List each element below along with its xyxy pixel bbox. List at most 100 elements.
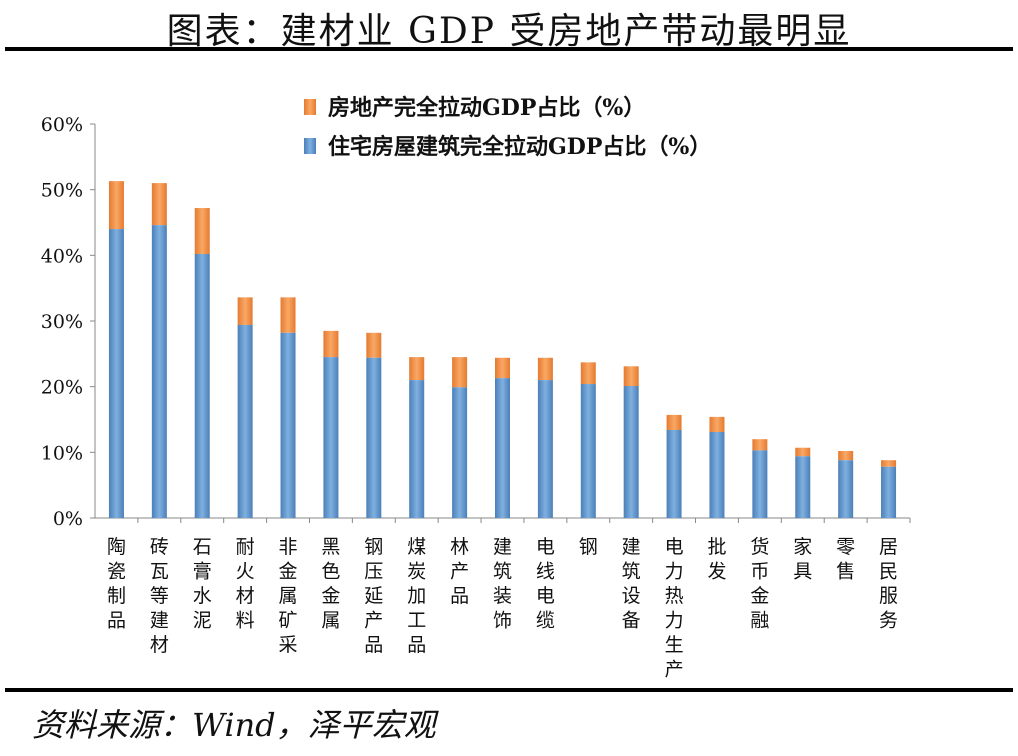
bar-real-estate <box>881 460 897 467</box>
y-tick-label: 40% <box>41 245 83 267</box>
x-tick-label-char: 装 <box>493 585 512 607</box>
y-tick-label: 50% <box>41 180 83 202</box>
bar-real-estate <box>838 451 854 461</box>
x-tick-label-char: 批 <box>707 536 726 558</box>
bar-real-estate <box>795 447 811 457</box>
x-tick-label-char: 膏 <box>193 560 212 583</box>
x-tick-label-char: 材 <box>150 634 169 656</box>
footer-divider <box>5 688 1013 692</box>
x-tick-label-char: 材 <box>236 585 255 607</box>
bar-residential <box>366 357 382 518</box>
x-tick-label-char: 金 <box>279 561 298 583</box>
x-tick-label-char: 建 <box>150 610 169 632</box>
bar-real-estate <box>280 297 296 333</box>
bar-residential <box>752 450 768 518</box>
bar-real-estate <box>151 183 167 226</box>
stacked-bar-chart: 0%10%20%30%40%50%60%陶瓷制品砖瓦等建材石膏水泥耐火材料非金属… <box>41 95 911 681</box>
x-tick-label-char: 属 <box>321 610 340 632</box>
bar-real-estate <box>709 416 725 432</box>
bar-residential <box>537 380 553 518</box>
x-tick-label-char: 电 <box>665 536 684 558</box>
x-tick-label-char: 火 <box>236 561 255 583</box>
x-tick-label-char: 民 <box>879 561 898 583</box>
bar-real-estate <box>666 414 682 431</box>
x-tick-label-char: 瓦 <box>150 561 169 583</box>
x-tick-label-char: 筑 <box>622 561 641 583</box>
x-tick-label-char: 产 <box>364 610 383 632</box>
x-tick-label-char: 采 <box>279 634 298 656</box>
bar-real-estate <box>452 357 468 388</box>
x-tick-label-char: 家 <box>793 536 812 558</box>
bar-real-estate <box>194 208 210 255</box>
x-tick-label-char: 延 <box>364 585 383 607</box>
bar-residential <box>452 387 468 518</box>
x-tick-label-char: 缆 <box>536 610 555 632</box>
x-tick-label-char: 等 <box>150 585 169 607</box>
x-tick-label-char: 服 <box>879 585 898 607</box>
x-tick-label-char: 色 <box>321 561 340 583</box>
x-tick-label-char: 加 <box>407 585 426 607</box>
x-tick-label-char: 产 <box>450 561 469 583</box>
x-tick-label-char: 力 <box>665 610 684 632</box>
x-tick-label-char: 品 <box>364 634 383 656</box>
x-tick-label-char: 线 <box>536 561 555 583</box>
x-tick-label-char: 非 <box>279 536 298 558</box>
x-tick-label-char: 备 <box>622 610 641 632</box>
x-tick-label-char: 泥 <box>193 610 212 632</box>
bar-residential <box>881 466 897 518</box>
x-tick-label-char: 建 <box>493 536 512 558</box>
bar-real-estate <box>495 357 510 379</box>
legend-swatch <box>304 99 316 115</box>
x-tick-label-char: 电 <box>536 536 555 558</box>
x-tick-label-char: 金 <box>321 585 340 607</box>
x-tick-label-char: 属 <box>279 585 298 607</box>
bar-real-estate <box>237 297 253 325</box>
x-tick-label-char: 黑 <box>321 536 340 558</box>
title-divider <box>5 47 1013 51</box>
source-note: 资料来源：Wind，泽平宏观 <box>32 706 436 744</box>
x-tick-label-char: 石 <box>193 536 212 558</box>
x-tick-label-char: 钢 <box>579 536 598 558</box>
x-tick-label-char: 金 <box>750 585 769 607</box>
bar-residential <box>280 332 296 518</box>
x-tick-label-char: 筑 <box>493 561 512 583</box>
bar-residential <box>709 431 725 518</box>
x-tick-label-char: 生 <box>665 634 684 656</box>
x-tick-label-char: 电 <box>536 585 555 607</box>
x-tick-label-char: 品 <box>407 634 426 656</box>
x-tick-label-char: 煤 <box>407 536 426 558</box>
bar-residential <box>409 380 425 518</box>
bar-residential <box>323 357 339 518</box>
x-tick-label-char: 砖 <box>150 536 169 558</box>
x-tick-label-char: 热 <box>665 585 684 607</box>
y-tick-label: 10% <box>41 442 83 464</box>
x-tick-label-char: 炭 <box>407 561 426 583</box>
x-tick-label-char: 货 <box>750 536 769 558</box>
x-tick-label-char: 设 <box>622 585 641 607</box>
x-tick-label-char: 料 <box>236 610 255 632</box>
x-tick-label-char: 建 <box>622 536 641 558</box>
x-tick-label-char: 售 <box>836 561 855 583</box>
x-tick-label-char: 林 <box>450 536 469 558</box>
x-tick-label-char: 矿 <box>279 610 298 632</box>
x-tick-label-char: 品 <box>450 585 469 607</box>
x-tick-label-char: 工 <box>407 610 426 632</box>
x-tick-label-char: 陶 <box>107 536 126 558</box>
x-tick-label-char: 居 <box>879 536 898 558</box>
x-tick-label-char: 币 <box>750 561 769 583</box>
bar-residential <box>666 430 682 518</box>
x-tick-label-char: 发 <box>707 561 726 583</box>
bar-real-estate <box>323 330 339 358</box>
x-tick-label-char: 具 <box>793 561 812 583</box>
y-tick-label: 30% <box>41 311 83 333</box>
x-tick-label-char: 制 <box>107 585 126 607</box>
y-tick-label: 60% <box>41 114 83 136</box>
x-tick-label-char: 零 <box>836 536 855 558</box>
bar-real-estate <box>366 332 382 358</box>
bar-real-estate <box>752 439 768 451</box>
legend-swatch <box>304 138 316 154</box>
bar-residential <box>237 324 253 518</box>
x-tick-label-char: 耐 <box>236 536 255 558</box>
bar-real-estate <box>409 357 425 381</box>
bar-real-estate <box>537 357 553 381</box>
